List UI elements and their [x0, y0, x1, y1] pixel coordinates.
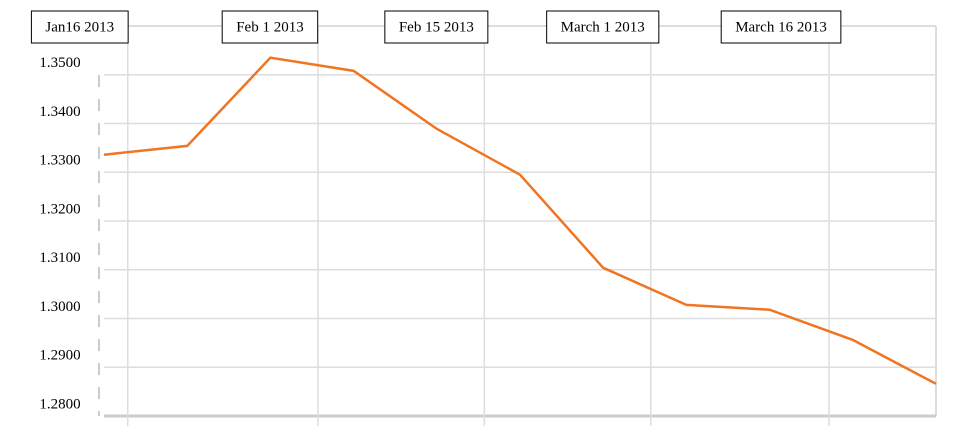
y-tick-label: 1.2900 [39, 348, 80, 364]
y-tick-label: 1.3300 [39, 153, 80, 169]
y-tick-label: 1.3500 [39, 55, 80, 71]
x-tick-label: March 1 2013 [561, 19, 645, 35]
y-tick-label: 1.3000 [39, 299, 80, 315]
x-tick-box [221, 10, 319, 44]
y-tick-label: 1.2800 [39, 396, 80, 412]
x-tick-label: March 16 2013 [735, 19, 827, 35]
x-tick-label: Feb 1 2013 [236, 19, 304, 35]
x-tick-box [720, 10, 842, 44]
y-tick-label: 1.3200 [39, 201, 80, 217]
x-tick: March 1 2013 [546, 10, 660, 44]
x-tick-box [384, 10, 489, 44]
data-line [103, 56, 937, 385]
x-tick-box [30, 10, 129, 44]
x-tick: March 16 2013 [720, 10, 842, 44]
x-tick: Jan16 2013 [30, 10, 129, 44]
x-tick: Feb 1 2013 [221, 10, 319, 44]
x-tick-label: Feb 15 2013 [399, 19, 474, 35]
x-tick: Feb 15 2013 [384, 10, 489, 44]
y-tick-label: 1.3100 [39, 250, 80, 266]
x-tick-box [546, 10, 660, 44]
x-tick-label: Jan16 2013 [45, 19, 114, 35]
y-tick-label: 1.3400 [39, 104, 80, 120]
